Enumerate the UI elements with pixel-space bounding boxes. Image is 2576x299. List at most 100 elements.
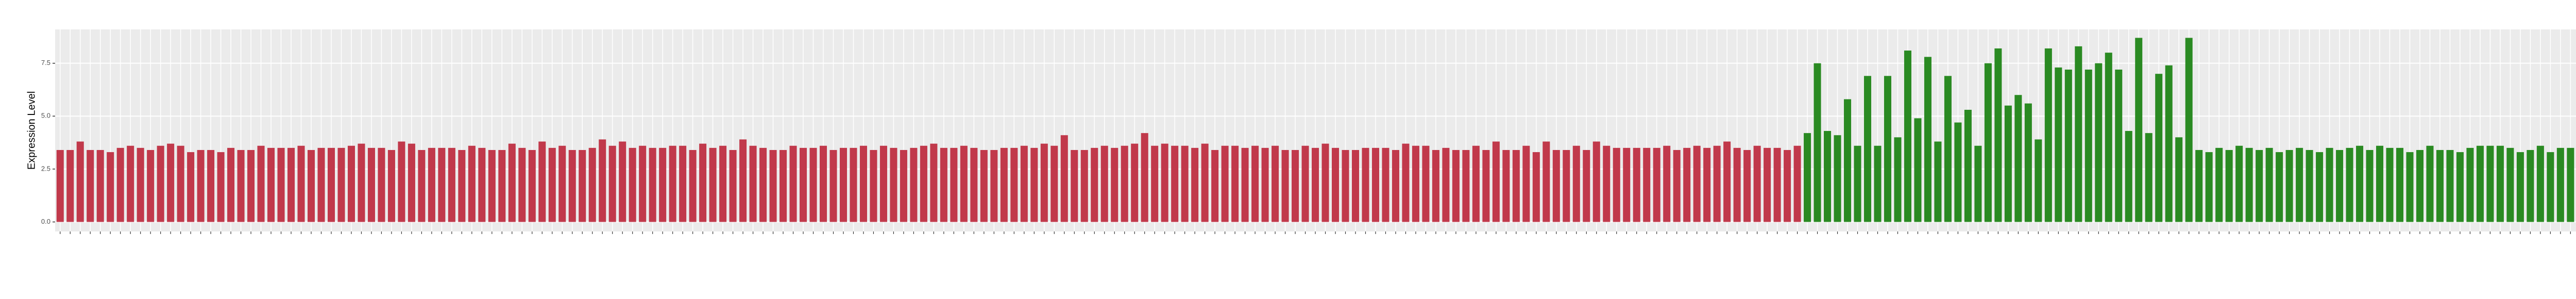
- bar: [2506, 147, 2514, 222]
- bar: [890, 147, 897, 222]
- bar: [1141, 133, 1148, 222]
- bar: [317, 147, 325, 222]
- bar: [1221, 145, 1229, 222]
- bar: [498, 150, 506, 222]
- bar: [1944, 76, 1952, 222]
- bar: [2376, 145, 2384, 222]
- bar: [940, 147, 947, 222]
- bar: [2326, 147, 2333, 222]
- bar: [1603, 145, 1611, 222]
- bar: [1814, 63, 1821, 222]
- bar: [1583, 150, 1590, 222]
- bar: [2366, 150, 2374, 222]
- bar: [2416, 150, 2424, 222]
- bar: [1261, 147, 1269, 222]
- bar: [1030, 147, 1038, 222]
- bar: [1462, 150, 1470, 222]
- bar: [1060, 135, 1068, 222]
- bar: [2486, 145, 2494, 222]
- bar: [900, 150, 907, 222]
- bar: [76, 141, 84, 222]
- bar: [1643, 147, 1651, 222]
- bar: [197, 150, 205, 222]
- bar: [809, 147, 817, 222]
- bar: [1201, 143, 1209, 222]
- bar: [1764, 147, 1771, 222]
- bar: [1633, 147, 1640, 222]
- bar: [1412, 145, 1419, 222]
- bar: [2516, 152, 2524, 222]
- bar: [1211, 150, 1219, 222]
- bar: [1974, 145, 1982, 222]
- bar: [859, 145, 867, 222]
- bar: [2035, 139, 2042, 222]
- bar: [488, 150, 496, 222]
- bar: [1432, 150, 1439, 222]
- bar: [1351, 150, 1360, 222]
- bar: [1693, 145, 1701, 222]
- bar: [1863, 76, 1872, 222]
- bar: [599, 139, 606, 222]
- bar: [157, 145, 164, 222]
- bar: [1020, 145, 1028, 222]
- bar: [839, 147, 848, 222]
- bar: [829, 150, 837, 222]
- bar: [1251, 145, 1259, 222]
- bar: [990, 150, 998, 222]
- bar: [1111, 147, 1118, 222]
- bar: [518, 147, 526, 222]
- bar: [2556, 147, 2564, 222]
- bar: [87, 150, 94, 222]
- bar: [1733, 147, 1741, 222]
- bar: [2567, 147, 2574, 222]
- y-tick-label: 7.5: [41, 59, 50, 67]
- bar: [950, 147, 958, 222]
- bar: [116, 147, 124, 222]
- bar: [2235, 145, 2243, 222]
- bar: [1181, 145, 1189, 222]
- bar: [709, 147, 717, 222]
- bar: [2075, 46, 2082, 222]
- bar: [1000, 147, 1008, 222]
- bar: [1713, 145, 1721, 222]
- bar: [719, 145, 727, 222]
- bar: [2145, 133, 2153, 222]
- bar: [2115, 69, 2123, 222]
- bar: [1623, 147, 1631, 222]
- bar: [418, 150, 426, 222]
- bar: [458, 150, 466, 222]
- bar: [689, 150, 697, 222]
- bar: [980, 150, 988, 222]
- bar: [1522, 145, 1530, 222]
- bar: [1191, 147, 1199, 222]
- bar: [408, 143, 415, 222]
- bar: [659, 147, 667, 222]
- bar: [387, 150, 395, 222]
- bar: [2496, 145, 2504, 222]
- bar: [1914, 118, 1922, 222]
- bar: [1121, 145, 1128, 222]
- bar: [1080, 150, 1088, 222]
- bar: [478, 147, 486, 222]
- bar: [608, 145, 616, 222]
- bar: [1071, 150, 1078, 222]
- bar: [347, 145, 355, 222]
- bar: [508, 143, 516, 222]
- bar: [1793, 145, 1801, 222]
- bar: [960, 145, 968, 222]
- bar: [147, 150, 155, 222]
- bar: [277, 147, 285, 222]
- bar: [468, 145, 476, 222]
- bar: [1804, 133, 1811, 222]
- bar: [107, 152, 114, 222]
- bar: [1874, 145, 1882, 222]
- bar: [699, 143, 707, 222]
- bar: [1171, 145, 1179, 222]
- bar: [1091, 147, 1098, 222]
- bar: [930, 143, 938, 222]
- bar: [2155, 74, 2163, 222]
- bar: [2225, 150, 2233, 222]
- bar: [167, 143, 175, 222]
- bar: [579, 150, 586, 222]
- bar: [1592, 141, 1600, 222]
